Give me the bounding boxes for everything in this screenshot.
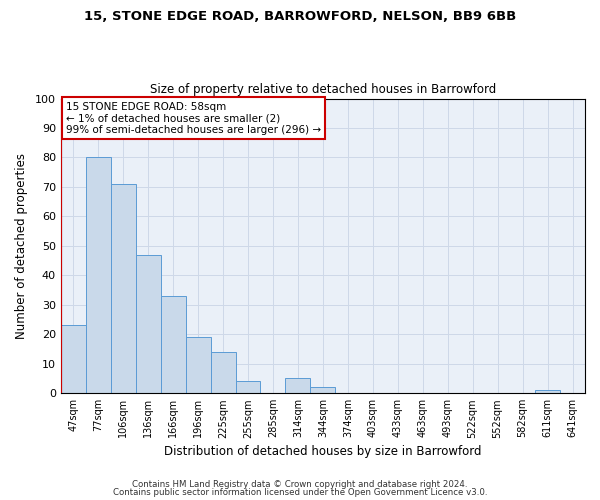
- Bar: [286, 378, 310, 393]
- Bar: [211, 352, 236, 393]
- Bar: [136, 254, 161, 393]
- Text: Contains public sector information licensed under the Open Government Licence v3: Contains public sector information licen…: [113, 488, 487, 497]
- X-axis label: Distribution of detached houses by size in Barrowford: Distribution of detached houses by size …: [164, 444, 482, 458]
- Text: Contains HM Land Registry data © Crown copyright and database right 2024.: Contains HM Land Registry data © Crown c…: [132, 480, 468, 489]
- Bar: [236, 382, 260, 393]
- Bar: [310, 388, 335, 393]
- Y-axis label: Number of detached properties: Number of detached properties: [15, 153, 28, 339]
- Text: 15, STONE EDGE ROAD, BARROWFORD, NELSON, BB9 6BB: 15, STONE EDGE ROAD, BARROWFORD, NELSON,…: [84, 10, 516, 23]
- Bar: [535, 390, 560, 393]
- Bar: [86, 158, 111, 393]
- Bar: [185, 337, 211, 393]
- Title: Size of property relative to detached houses in Barrowford: Size of property relative to detached ho…: [150, 83, 496, 96]
- Bar: [161, 296, 185, 393]
- Bar: [111, 184, 136, 393]
- Bar: [61, 326, 86, 393]
- Text: 15 STONE EDGE ROAD: 58sqm
← 1% of detached houses are smaller (2)
99% of semi-de: 15 STONE EDGE ROAD: 58sqm ← 1% of detach…: [66, 102, 321, 134]
